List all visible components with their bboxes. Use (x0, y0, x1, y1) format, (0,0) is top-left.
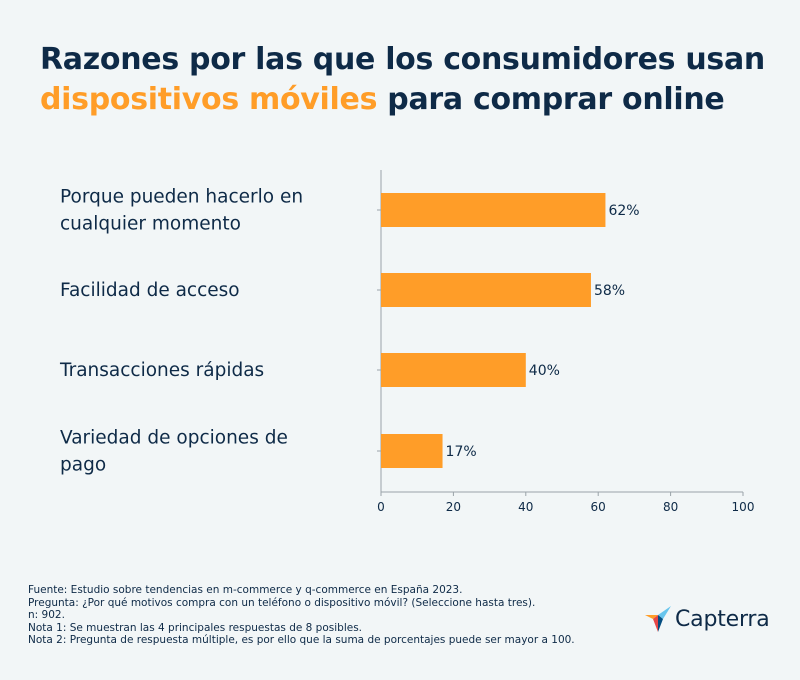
title-highlight: dispositivos móviles (40, 82, 378, 117)
bar-value-label: 17% (446, 444, 477, 460)
bar (381, 434, 443, 468)
category-label: Transacciones rápidas (59, 360, 264, 381)
footer-line: n: 902. (28, 609, 65, 622)
logo-text: Capterra (675, 606, 770, 632)
bar-value-label: 62% (608, 203, 639, 219)
x-tick-label: 40 (518, 500, 533, 514)
bar-value-label: 40% (529, 363, 560, 379)
bar (381, 353, 526, 387)
category-label-line: pago (60, 455, 106, 476)
category-label: Porque pueden hacerlo en cualquier moment… (60, 187, 303, 235)
x-tick-label: 80 (663, 500, 678, 514)
category-label: Facilidad de acceso (60, 280, 240, 301)
footer-notes: Fuente: Estudio sobre tendencias en m-co… (28, 584, 628, 647)
title-line-1: Razones por las que los consumidores usa… (40, 42, 765, 77)
category-label-line: Variedad de opciones de (60, 428, 288, 449)
category-label: Variedad de opciones de pago (60, 428, 288, 476)
chart-title: Razones por las que los consumidores usa… (40, 40, 780, 120)
bar-value-label: 58% (594, 283, 625, 299)
category-label-line: Porque pueden hacerlo en (60, 187, 303, 208)
bar (381, 193, 606, 227)
x-tick-label: 0 (377, 500, 385, 514)
bar-chart: 0 20 40 60 80 100 62% Porque pueden hacerlo en c… (59, 170, 755, 514)
footer-line: Nota 1: Se muestran las 4 principales re… (28, 621, 363, 634)
category-label-line: Transacciones rápidas (59, 360, 264, 381)
footer-line: Fuente: Estudio sobre tendencias en m-co… (28, 584, 463, 596)
category-label-line: cualquier momento (60, 214, 241, 235)
capterra-arrow-icon (645, 606, 671, 632)
bar (381, 273, 591, 307)
category-label-line: Facilidad de acceso (60, 280, 240, 301)
footer-line: Pregunta: ¿Por qué motivos compra con un… (28, 596, 536, 609)
x-tick-label: 20 (446, 500, 461, 514)
capterra-logo: Capterra (645, 606, 770, 632)
x-tick-label: 100 (732, 500, 755, 514)
title-line-2: dispositivos móviles para comprar online (40, 80, 780, 120)
x-tick-label: 60 (591, 500, 606, 514)
title-line-2-rest: para comprar online (387, 82, 725, 117)
footer-line: Nota 2: Pregunta de respuesta múltiple, … (28, 634, 575, 647)
